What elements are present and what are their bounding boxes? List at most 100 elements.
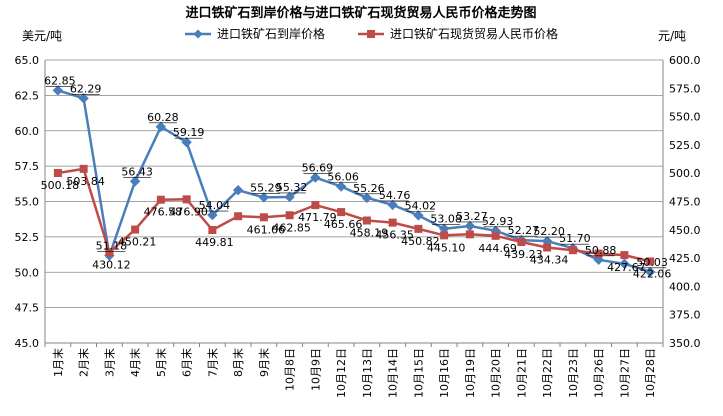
x-tick-label: 10月23日 — [567, 348, 580, 398]
series-2-point — [491, 231, 500, 240]
legend-marker-1 — [193, 29, 203, 39]
data-label: 465.66 — [324, 218, 363, 231]
series-2-point — [337, 208, 346, 217]
series-2-point — [259, 213, 268, 222]
series-1-point — [387, 199, 398, 211]
data-label: 51.70 — [559, 232, 591, 245]
data-label: 52.20 — [533, 225, 565, 238]
series-line-1 — [57, 89, 651, 273]
x-tick-label: 10月8日 — [284, 348, 297, 391]
left-tick-label: 47.5 — [15, 302, 40, 315]
series-2-point — [182, 195, 191, 204]
axes: 45.0 47.5 50.0 52.5 55.0 57.5 60.0 62.5 65.0 350.… — [15, 54, 701, 398]
series-1-point — [284, 191, 295, 203]
data-label: 427.67 — [607, 261, 646, 274]
series-2-point — [440, 231, 449, 240]
right-tick-label: 500.0 — [669, 167, 701, 180]
left-axis-unit: 美元/吨 — [22, 29, 62, 43]
x-tick-label: 3月末 — [102, 348, 116, 377]
right-tick-label: 350.0 — [669, 337, 701, 350]
left-tick-label: 65.0 — [15, 54, 40, 67]
series-line-2 — [57, 167, 651, 263]
data-label: 476.58 — [144, 206, 183, 219]
series-1-point — [644, 266, 656, 278]
x-tick-label: 7月末 — [205, 348, 219, 377]
left-tick-label: 50.0 — [15, 266, 40, 279]
series-1-point — [361, 192, 373, 204]
data-label: 461.06 — [247, 223, 286, 236]
series-2-point — [53, 168, 62, 177]
x-tick-label: 4月末 — [128, 348, 142, 377]
series-1-point — [619, 258, 630, 269]
data-label: 62.85 — [44, 74, 76, 87]
data-label: 62.29 — [70, 82, 102, 95]
data-label: 50.03 — [636, 256, 668, 269]
series-2-point — [234, 212, 243, 221]
series-1-point — [155, 121, 167, 132]
data-label: 56.06 — [327, 171, 359, 184]
series-2-point — [79, 164, 88, 173]
left-tick-label: 55.0 — [15, 196, 40, 209]
data-label: 471.79 — [298, 211, 337, 224]
x-tick-label: 10月27日 — [618, 348, 631, 398]
right-tick-label: 375.0 — [669, 309, 701, 322]
x-tick-label: 10月20日 — [490, 348, 503, 398]
series-2-point — [208, 226, 217, 235]
right-tick-label: 600.0 — [669, 54, 701, 67]
series-2-point — [594, 249, 603, 258]
data-label: 450.21 — [118, 236, 157, 249]
data-label: 56.69 — [302, 162, 334, 175]
series-2-point — [131, 225, 140, 234]
data-label: 458.19 — [350, 227, 389, 240]
series-1-point — [181, 137, 192, 148]
series-1-point — [232, 184, 244, 196]
right-tick-label: 475.0 — [669, 196, 701, 209]
right-tick-label: 400.0 — [669, 280, 701, 293]
series-2-point — [311, 201, 320, 210]
data-label: 54.76 — [379, 189, 411, 202]
data-label: 50.88 — [585, 244, 617, 257]
data-label: 55.32 — [276, 181, 308, 194]
data-label: 51.18 — [96, 240, 128, 253]
gridlines — [45, 59, 663, 344]
left-tick-label: 60.0 — [15, 125, 40, 138]
series-2-point — [646, 257, 655, 266]
series-1-point — [129, 176, 141, 187]
series-2-point — [620, 251, 629, 260]
x-tick-label: 10月14日 — [387, 348, 400, 398]
x-tick-label: 6月末 — [180, 348, 194, 377]
data-label: 445.10 — [427, 241, 466, 254]
data-label: 439.23 — [504, 248, 543, 261]
data-label: 500.18 — [41, 179, 80, 192]
chart-title: 进口铁矿石到岸价格与进口铁矿石现货贸易人民币价格走势图 — [185, 5, 536, 21]
series-1-point — [207, 209, 218, 221]
series-2-point — [568, 246, 577, 255]
data-label: 422.06 — [633, 267, 672, 280]
x-tick-label: 10月15日 — [412, 348, 425, 398]
series-2-point — [156, 195, 165, 204]
x-tick-label: 10月19日 — [464, 348, 477, 398]
x-tick-label: 9月末 — [257, 348, 271, 377]
left-tick-label: 45.0 — [15, 337, 40, 350]
series-2-point — [543, 243, 552, 252]
data-label: 53.27 — [456, 210, 488, 223]
data-label: 430.12 — [92, 258, 131, 271]
x-tick-label: 10月28日 — [644, 348, 657, 398]
x-tick-label: 5月末 — [154, 348, 168, 377]
data-label: 55.26 — [353, 182, 385, 195]
data-label: 52.27 — [508, 224, 540, 237]
right-tick-label: 550.0 — [669, 111, 701, 124]
series-layer — [52, 85, 656, 278]
series-1-point — [335, 181, 347, 192]
data-label: 59.19 — [173, 126, 205, 139]
right-tick-label: 525.0 — [669, 139, 701, 152]
x-tick-label: 8月末 — [231, 348, 245, 377]
series-2-point — [465, 230, 474, 239]
series-1-point — [258, 192, 270, 203]
x-tick-label: 10月16日 — [438, 348, 451, 398]
right-axis-unit: 元/吨 — [658, 29, 686, 43]
series-2-point — [362, 216, 371, 225]
